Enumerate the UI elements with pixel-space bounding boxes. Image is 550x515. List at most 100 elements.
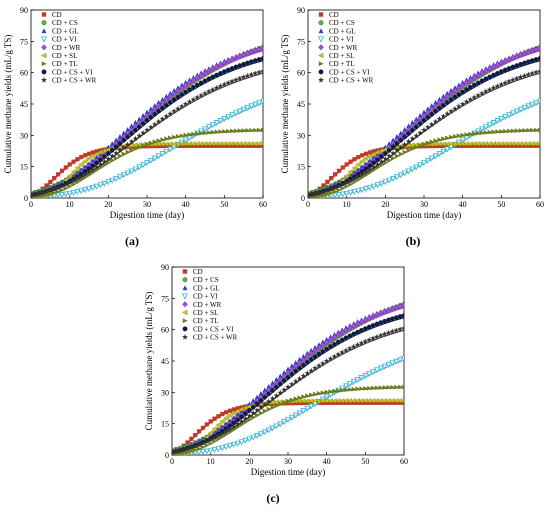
data-point [210,74,216,80]
data-point [152,103,158,108]
data-point [432,118,439,125]
panel-label: (c) [266,491,279,505]
legend-label: CD + CS + VI [329,68,370,76]
data-point [236,108,243,115]
data-point [533,100,540,107]
data-point [421,141,427,147]
data-point [199,143,204,148]
data-point [240,74,247,80]
data-point [398,151,404,157]
data-point [55,172,61,177]
data-point [63,185,69,191]
data-point [475,80,481,86]
data-point [421,160,427,167]
x-tick-label: 50 [361,457,369,466]
data-point [75,179,80,185]
data-point [155,118,162,125]
data-point [86,169,92,175]
data-point [363,186,369,193]
data-point [370,164,377,170]
data-point [479,143,485,148]
panel-label: (a) [125,234,139,248]
data-point [202,130,208,136]
data-point [117,141,123,146]
data-point [348,181,354,187]
data-point [140,129,146,136]
data-point [363,151,369,156]
data-point [463,79,470,86]
data-point [242,415,249,422]
data-point [328,389,334,394]
data-point [266,391,272,397]
data-point [183,132,189,138]
data-point [204,422,209,427]
data-point [156,99,161,105]
data-point [189,448,194,454]
data-point [351,386,357,392]
data-point [179,84,185,91]
data-point [445,143,450,149]
data-point [238,406,244,412]
data-point [513,108,520,115]
data-point [55,192,62,198]
data-point [521,105,528,112]
data-point [432,153,439,160]
data-point [59,168,65,173]
y-tick-label: 15 [297,163,305,172]
data-point [113,144,119,150]
data-point [366,185,373,191]
data-point [70,177,77,184]
data-point [382,400,387,405]
data-point [211,434,218,441]
data-point [262,401,268,407]
data-point [371,149,376,154]
data-point [436,116,443,122]
data-point [483,88,489,94]
legend-marker [40,36,48,43]
data-point [160,96,165,102]
data-point [35,190,42,196]
data-point [375,157,380,163]
data-point [331,333,338,340]
data-point [125,134,131,140]
data-point [344,162,349,167]
data-point [305,350,310,356]
data-point [344,184,350,189]
x-tick-label: 30 [420,200,428,209]
y-tick-label: 45 [161,357,169,366]
data-point [86,161,92,166]
data-point [336,388,341,393]
data-point [354,341,361,348]
data-point [347,177,354,184]
data-point [167,100,173,105]
data-point [152,105,158,112]
data-point [367,153,373,159]
data-point [328,186,334,192]
data-point [148,109,154,116]
data-point [214,72,219,78]
data-point [55,189,61,194]
data-point [184,445,191,451]
data-point [312,344,318,350]
data-point [301,394,306,399]
data-point [121,130,127,136]
data-point [175,134,181,139]
data-point [316,391,322,396]
data-point [312,365,318,371]
data-point [171,108,177,114]
data-point [433,99,438,105]
data-point [456,133,462,139]
data-point [124,170,131,177]
data-point [187,132,193,137]
data-point [186,98,193,105]
data-point [89,185,96,191]
data-point [218,143,223,148]
data-point [113,176,120,182]
data-point [160,143,165,149]
data-point [62,191,69,198]
data-point [98,157,103,163]
x-tick-label: 40 [459,200,467,209]
legend-label: CD [329,11,339,19]
data-point [514,128,520,133]
data-point [304,359,310,365]
